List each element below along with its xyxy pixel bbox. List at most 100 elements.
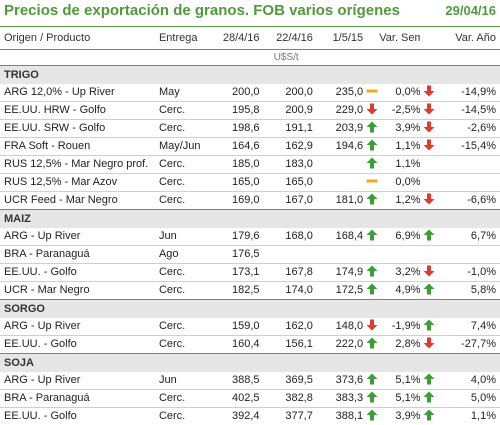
var-sem-cell: 1,2%: [379, 192, 420, 210]
weekly-indicator: [363, 372, 379, 390]
product-cell: ARG 12,0% - Up River: [0, 84, 159, 102]
arrow-up-icon: [366, 337, 378, 349]
yearly-indicator: [420, 390, 437, 408]
price-28-4-cell: 392,4: [209, 408, 259, 425]
product-cell: BRA - Paranaguá: [0, 246, 159, 264]
product-cell: BRA - Paranaguá: [0, 390, 159, 408]
var-ano-cell: [438, 156, 500, 174]
price-1-5-cell: [313, 246, 363, 264]
var-ano-cell: [438, 246, 500, 264]
section-header: SOJA: [0, 354, 500, 373]
arrow-down-icon: [423, 103, 435, 115]
section-header: MAIZ: [0, 210, 500, 229]
col-header-c2: 22/4/16: [260, 27, 313, 50]
price-1-5-cell: 373,6: [313, 372, 363, 390]
product-cell: EE.UU. - Golfo: [0, 336, 159, 354]
var-sem-cell: 3,9%: [379, 408, 420, 425]
var-sem-cell: [379, 246, 420, 264]
price-1-5-cell: 148,0: [313, 318, 363, 336]
entrega-cell: Cerc.: [159, 408, 209, 425]
entrega-cell: Cerc.: [159, 120, 209, 138]
col-header-var-sem: Var. Sem.: [379, 27, 420, 50]
col-header-product: Origen / Producto: [0, 27, 159, 50]
yearly-indicator: [420, 336, 437, 354]
title-bar: Precios de exportación de granos. FOB va…: [0, 0, 500, 26]
col-header-spacer: [420, 27, 437, 50]
price-1-5-cell: [313, 174, 363, 192]
price-22-4-cell: 377,7: [260, 408, 313, 425]
price-22-4-cell: 174,0: [260, 282, 313, 300]
price-1-5-cell: 172,5: [313, 282, 363, 300]
arrow-up-icon: [366, 391, 378, 403]
product-cell: ARG - Up River: [0, 372, 159, 390]
arrow-up-icon: [366, 373, 378, 385]
var-ano-cell: -14,5%: [438, 102, 500, 120]
price-28-4-cell: 160,4: [209, 336, 259, 354]
weekly-indicator: [363, 84, 379, 102]
product-cell: ARG - Up River: [0, 228, 159, 246]
product-cell: EE.UU. - Golfo: [0, 264, 159, 282]
yearly-indicator: [420, 228, 437, 246]
product-cell: EE.UU. - Golfo: [0, 408, 159, 425]
price-1-5-cell: 174,9: [313, 264, 363, 282]
entrega-cell: May/Jun: [159, 138, 209, 156]
price-1-5-cell: [313, 156, 363, 174]
price-1-5-cell: 222,0: [313, 336, 363, 354]
weekly-indicator: [363, 228, 379, 246]
col-header-c3: 1/5/15: [313, 27, 363, 50]
var-sem-cell: 1,1%: [379, 138, 420, 156]
arrow-up-icon: [423, 229, 435, 241]
var-ano-cell: -15,4%: [438, 138, 500, 156]
var-ano-cell: 4,0%: [438, 372, 500, 390]
var-sem-cell: 4,9%: [379, 282, 420, 300]
price-22-4-cell: 168,0: [260, 228, 313, 246]
var-ano-cell: -27,7%: [438, 336, 500, 354]
entrega-cell: Cerc.: [159, 390, 209, 408]
price-22-4-cell: 162,0: [260, 318, 313, 336]
product-cell: EE.UU. HRW - Golfo: [0, 102, 159, 120]
arrow-up-icon: [423, 319, 435, 331]
yearly-indicator: [420, 120, 437, 138]
section-header: TRIGO: [0, 66, 500, 85]
price-1-5-cell: 194,6: [313, 138, 363, 156]
weekly-indicator: [363, 138, 379, 156]
yearly-indicator: [420, 102, 437, 120]
weekly-indicator: [363, 318, 379, 336]
arrow-up-icon: [366, 265, 378, 277]
price-1-5-cell: 229,0: [313, 102, 363, 120]
price-28-4-cell: 165,0: [209, 174, 259, 192]
arrow-down-icon: [423, 139, 435, 151]
price-1-5-cell: 203,9: [313, 120, 363, 138]
weekly-indicator: [363, 408, 379, 425]
var-ano-cell: 6,7%: [438, 228, 500, 246]
product-cell: RUS 12,5% - Mar Azov: [0, 174, 159, 192]
price-1-5-cell: 168,4: [313, 228, 363, 246]
yearly-indicator: [420, 156, 437, 174]
arrow-up-icon: [366, 193, 378, 205]
arrow-up-icon: [366, 229, 378, 241]
entrega-cell: Cerc.: [159, 174, 209, 192]
arrow-down-icon: [423, 121, 435, 133]
entrega-cell: Cerc.: [159, 192, 209, 210]
weekly-indicator: [363, 282, 379, 300]
var-sem-cell: 6,9%: [379, 228, 420, 246]
yearly-indicator: [420, 192, 437, 210]
var-sem-cell: 5,1%: [379, 390, 420, 408]
arrow-up-icon: [366, 139, 378, 151]
var-sem-cell: -2,5%: [379, 102, 420, 120]
price-28-4-cell: 173,1: [209, 264, 259, 282]
arrow-up-icon: [366, 283, 378, 295]
weekly-indicator: [363, 336, 379, 354]
arrow-up-icon: [366, 121, 378, 133]
entrega-cell: Cerc.: [159, 102, 209, 120]
report-date: 29/04/16: [445, 3, 496, 18]
